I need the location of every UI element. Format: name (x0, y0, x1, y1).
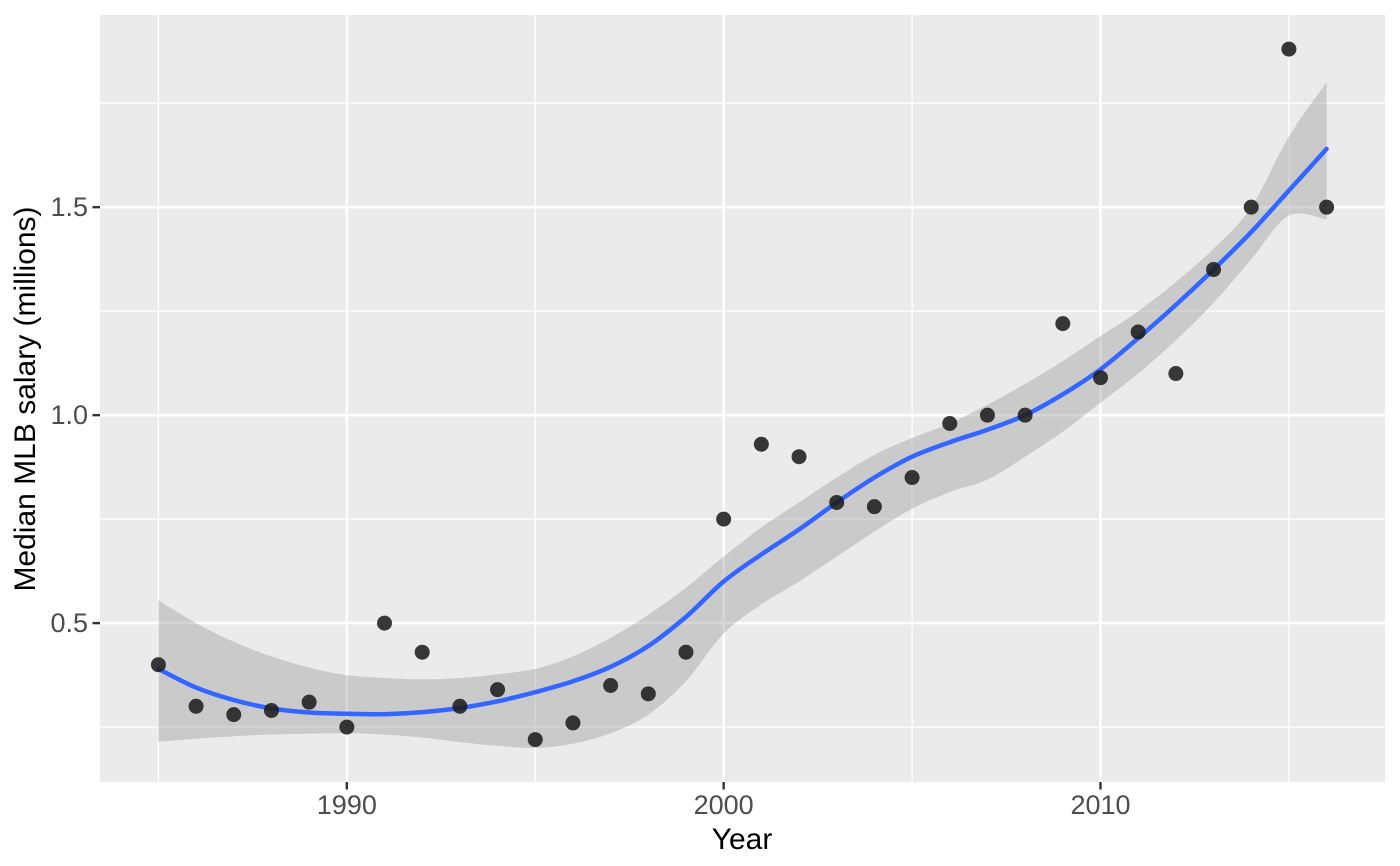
data-point (1055, 316, 1071, 332)
data-point (377, 615, 393, 631)
data-point (301, 694, 317, 710)
data-point (1168, 366, 1184, 382)
data-point (678, 644, 694, 660)
data-point (829, 494, 845, 510)
plot-panel (100, 15, 1385, 782)
data-point (603, 678, 619, 694)
data-point (414, 644, 430, 660)
data-point (1130, 324, 1146, 340)
y-axis-title: Median MLB salary (millions) (9, 206, 42, 592)
data-point (1017, 407, 1033, 423)
data-point (1319, 199, 1335, 215)
y-tick-label: 0.5 (50, 608, 88, 638)
x-tick-label: 1990 (317, 790, 377, 820)
smooth-line (156, 146, 1329, 717)
data-point (263, 702, 279, 718)
data-point (1092, 370, 1108, 386)
data-point (527, 732, 543, 748)
data-point (640, 686, 656, 702)
y-tick-label: 1.5 (50, 192, 88, 222)
data-point (339, 719, 355, 735)
data-point (1281, 41, 1297, 57)
y-tick-label: 1.0 (50, 400, 88, 430)
data-point (866, 499, 882, 515)
data-point (716, 511, 732, 527)
data-point (979, 407, 995, 423)
data-point (452, 698, 468, 714)
data-point (1243, 199, 1259, 215)
data-point (904, 470, 920, 486)
data-point (150, 657, 166, 673)
data-point (188, 698, 204, 714)
x-tick-label: 2000 (694, 790, 754, 820)
x-tick-label: 2010 (1070, 790, 1130, 820)
data-point (565, 715, 581, 731)
x-axis-title: Year (711, 823, 773, 856)
data-point (226, 707, 242, 723)
data-point (490, 682, 506, 698)
data-point (1206, 262, 1222, 278)
data-point (942, 415, 958, 431)
data-point (753, 436, 769, 452)
data-point (791, 449, 807, 465)
confidence-ribbon (158, 82, 1327, 748)
